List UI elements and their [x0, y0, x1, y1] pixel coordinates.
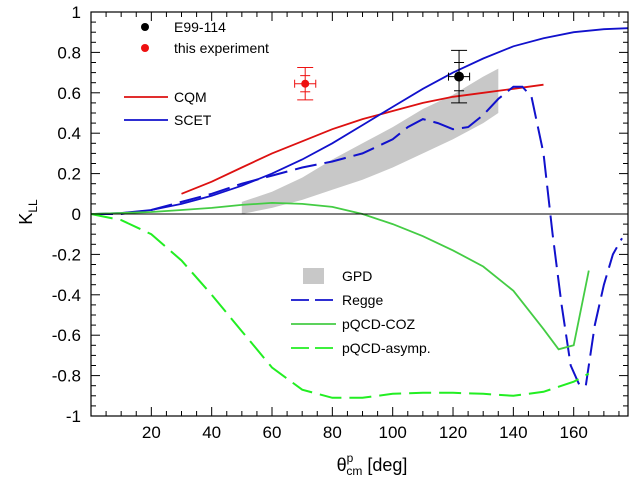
y-axis-title: KLL [16, 199, 40, 225]
y-tick-label: -0.6 [52, 326, 81, 345]
y-tick-label: -1 [66, 407, 81, 426]
y-tick-label: -0.2 [52, 245, 81, 264]
x-axis-title-unit: [deg] [362, 455, 407, 475]
legend-label-gpd: GPD [342, 268, 372, 284]
y-tick-label: 1 [72, 3, 81, 22]
legend-label-cqm: CQM [174, 89, 207, 105]
data-points-layer [294, 49, 471, 104]
x-axis-title-sub: cm [346, 464, 362, 478]
legend-label-pqcd-asymp: pQCD-asymp. [342, 340, 431, 356]
data-point-marker [301, 79, 310, 88]
y-axis-title-main: K [16, 213, 36, 225]
legend-label-pqcd-coz: pQCD-COZ [342, 316, 416, 332]
x-tick-label: 120 [439, 423, 467, 442]
legend-marker-this-experiment [141, 44, 149, 52]
x-tick-label: 140 [499, 423, 527, 442]
legend-swatch-gpd [303, 268, 324, 284]
data-point-e99-114 [447, 49, 471, 104]
series-line-cqm [181, 83, 544, 195]
series-line-pqcd-coz [90, 201, 590, 351]
y-tick-label: 0.6 [57, 84, 81, 103]
series-line-regge [91, 85, 623, 387]
legend-label-regge: Regge [342, 292, 383, 308]
series-line-scet [90, 27, 629, 215]
y-tick-label: 0.2 [57, 165, 81, 184]
series-line-pqcd-asymp [90, 213, 590, 399]
ticks-layer [91, 11, 628, 417]
x-tick-label: 80 [323, 423, 342, 442]
legend-label-e99-114: E99-114 [174, 19, 226, 35]
x-tick-label: 40 [202, 423, 221, 442]
data-point-marker [454, 71, 465, 82]
tick-labels-layer: 20 40 60 80 100 120 140 160 -1 -0.8 -0.6 -0.4 -0.2 0 0… [52, 3, 588, 442]
data-point-this-experiment [294, 67, 317, 101]
legend-label-scet: SCET [174, 112, 212, 128]
legend-layer: E99-114 this experiment CQM SCET GPD Regge pQC… [124, 19, 431, 356]
x-tick-label: 60 [263, 423, 282, 442]
gpd-band-layer [241, 68, 499, 214]
x-axis-title: θp cm [deg] [337, 451, 408, 478]
y-tick-label: 0 [72, 205, 81, 224]
x-tick-label: 100 [378, 423, 406, 442]
x-axis-title-main: θ [337, 455, 347, 475]
y-tick-label: 0.8 [57, 43, 81, 62]
y-tick-label: -0.8 [52, 367, 81, 386]
legend-marker-e99-114 [141, 23, 149, 31]
legend-label-this-experiment: this experiment [174, 40, 269, 56]
x-axis-title-sup: p [347, 451, 354, 465]
y-tick-label: -0.4 [52, 286, 81, 305]
x-tick-label: 160 [560, 423, 588, 442]
gpd-band [241, 68, 499, 214]
y-axis-title-sub: LL [26, 199, 40, 213]
x-tick-label: 20 [142, 423, 161, 442]
y-tick-label: 0.4 [57, 124, 81, 143]
